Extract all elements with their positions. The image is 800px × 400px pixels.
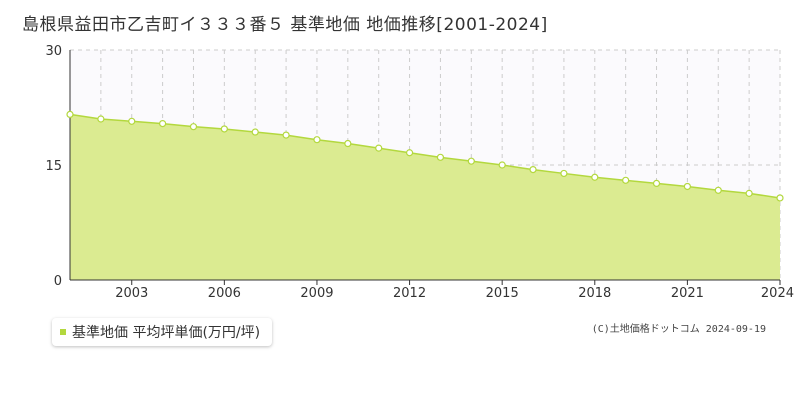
y-tick-label: 0	[54, 274, 62, 289]
data-point	[344, 139, 352, 148]
data-point	[128, 117, 136, 125]
data-point	[591, 173, 599, 181]
chart-title: 島根県益田市乙吉町イ３３３番５ 基準地価 地価推移[2001-2024]	[22, 15, 548, 35]
data-point	[498, 161, 506, 169]
y-tick-label: 15	[45, 159, 62, 174]
data-point	[220, 125, 228, 133]
data-point	[745, 189, 753, 197]
data-point	[714, 186, 722, 194]
x-tick-label: 2009	[300, 286, 333, 301]
x-tick-label: 2006	[208, 286, 241, 301]
data-point	[282, 131, 290, 139]
data-point	[436, 153, 445, 161]
data-point	[405, 149, 414, 157]
series-area	[70, 114, 780, 281]
legend-label: 基準地価 平均坪単価(万円/坪)	[72, 325, 261, 341]
data-point	[560, 169, 568, 178]
data-point	[66, 110, 74, 119]
data-point	[529, 166, 537, 174]
legend-swatch	[60, 329, 66, 335]
x-tick-label: 2003	[115, 286, 148, 301]
data-point	[467, 157, 475, 165]
data-point	[375, 144, 383, 152]
data-point	[313, 136, 321, 144]
series-line	[69, 113, 781, 199]
x-tick-label: 2024	[761, 286, 794, 301]
data-point	[251, 128, 259, 136]
data-point	[97, 115, 105, 123]
data-point	[159, 119, 167, 128]
x-tick-label: 2021	[671, 286, 704, 301]
data-point	[622, 176, 630, 184]
copyright: (C)土地価格ドットコム 2024-09-19	[591, 324, 766, 335]
data-point	[189, 123, 198, 131]
y-tick-label: 30	[45, 44, 62, 59]
data-point	[776, 194, 784, 202]
legend: 基準地価 平均坪単価(万円/坪)	[52, 318, 273, 346]
x-tick-label: 2018	[578, 286, 611, 301]
x-tick-label: 2012	[393, 286, 426, 301]
data-point	[652, 179, 661, 187]
data-point	[683, 182, 691, 191]
x-tick-label: 2015	[486, 286, 519, 301]
